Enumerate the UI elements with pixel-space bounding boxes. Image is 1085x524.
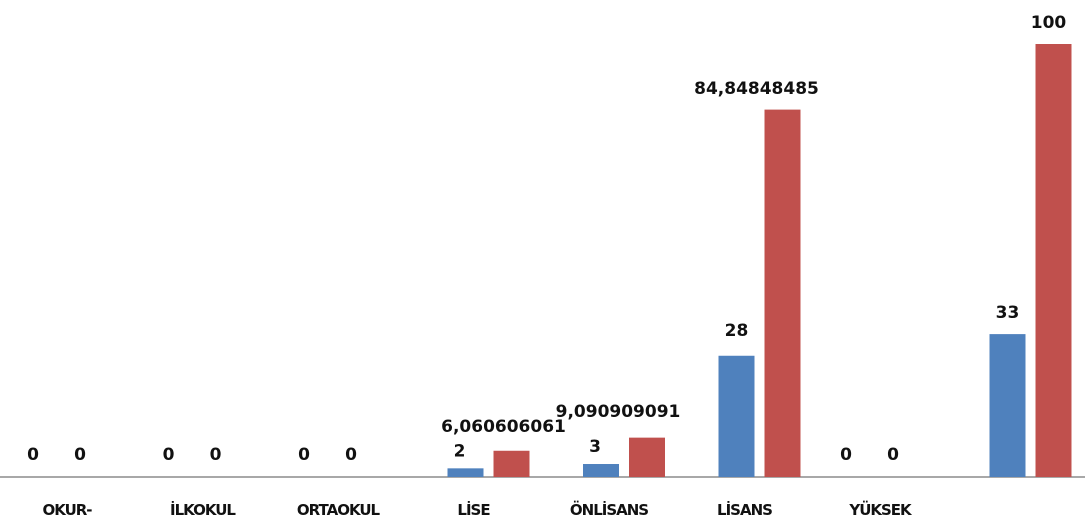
- data-label-series1-0: 0: [27, 445, 39, 465]
- data-label-series2-6: 0: [887, 445, 899, 465]
- category-label-6: YÜKSEK: [848, 500, 913, 519]
- data-label-series1-2: 0: [298, 445, 310, 465]
- category-label-4: ÖNLİSANS: [570, 500, 648, 519]
- bar-series2-7: [1035, 44, 1072, 477]
- bar-series1-5: [718, 355, 755, 477]
- data-label-series2-7: 100: [1031, 13, 1067, 33]
- bar-series2-3: [493, 450, 530, 477]
- bar-series1-3: [447, 468, 484, 477]
- data-label-series1-4: 3: [589, 437, 601, 457]
- data-label-series2-1: 0: [210, 445, 222, 465]
- bar-series1-7: [989, 334, 1026, 477]
- category-label-5: LİSANS: [717, 500, 772, 519]
- data-label-series1-5: 28: [725, 321, 749, 341]
- category-label-1: İLKOKUL: [170, 500, 236, 519]
- data-label-series1-7: 33: [996, 303, 1020, 323]
- data-label-series1-3: 2: [454, 441, 466, 461]
- data-label-series1-1: 0: [163, 445, 175, 465]
- data-labels-group: 0 0 0 0 0 0 2 6,060606061 3 9,090909091 28 84,84848…: [27, 13, 1066, 465]
- category-label-0: OKUR-: [42, 501, 92, 519]
- category-label-3: LİSE: [457, 500, 490, 519]
- data-label-series2-5: 84,84848485: [694, 79, 819, 99]
- bar-series1-4: [583, 464, 619, 477]
- data-label-series2-3: 6,060606061: [441, 417, 566, 437]
- category-label-2: ORTAOKUL: [297, 501, 381, 519]
- category-labels-group: OKUR- İLKOKUL ORTAOKUL LİSE ÖNLİSANS LİSANS YÜ…: [42, 500, 914, 519]
- data-label-series2-2: 0: [345, 445, 357, 465]
- bar-series2-4: [629, 437, 665, 477]
- data-label-series1-6: 0: [840, 445, 852, 465]
- data-label-series2-0: 0: [74, 445, 86, 465]
- bars-group: [447, 44, 1072, 477]
- bar-series2-5: [764, 109, 801, 477]
- data-label-series2-4: 9,090909091: [556, 402, 681, 422]
